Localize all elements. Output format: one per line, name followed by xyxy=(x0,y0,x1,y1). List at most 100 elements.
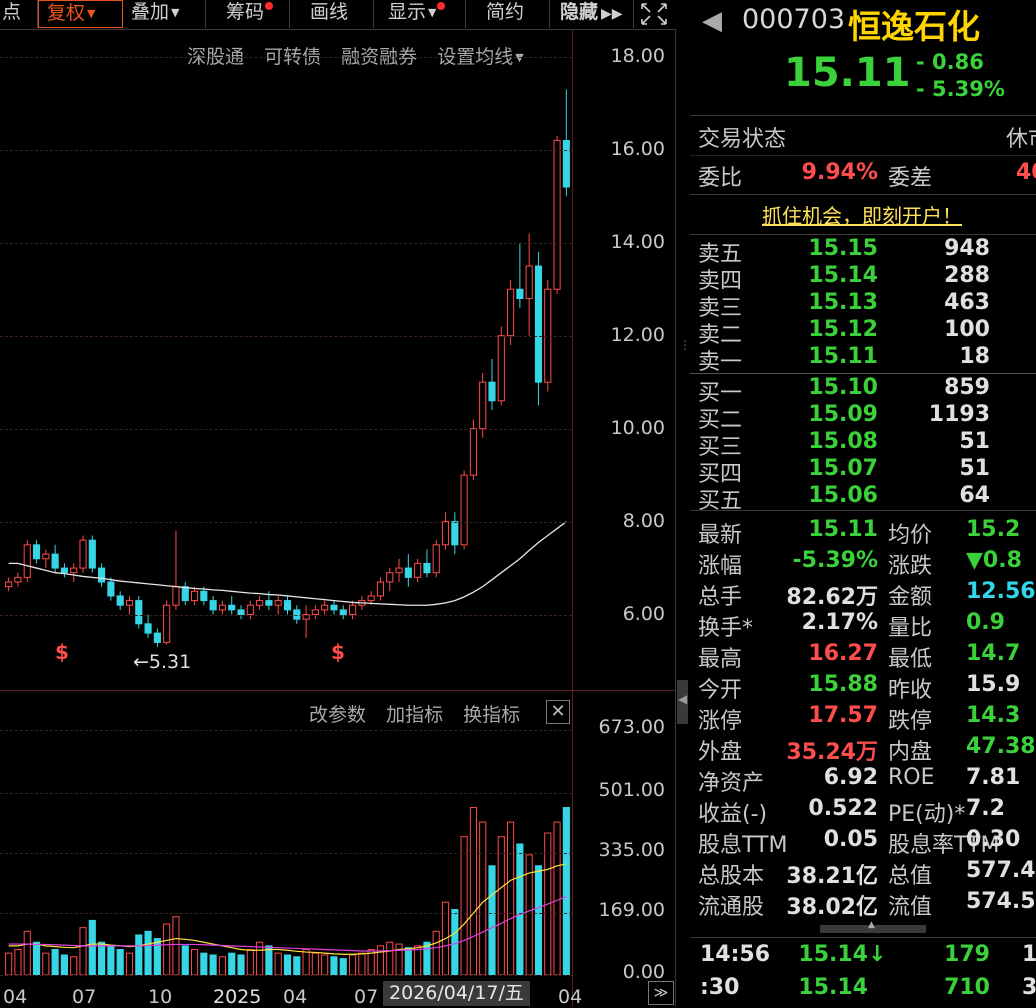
double-arrow-right-icon: ▶▶ xyxy=(601,6,623,22)
caret-down-icon: ▼ xyxy=(171,5,180,19)
stat-value: 35.24万 xyxy=(786,740,878,765)
stat-value: 14.3 xyxy=(966,703,1021,728)
toolbar-item-point[interactable]: 点 xyxy=(0,0,38,28)
candlestick xyxy=(488,358,496,411)
scroll-right-button[interactable]: ≫ xyxy=(648,981,674,1005)
axis-divider xyxy=(572,29,573,1006)
link-change-indicator[interactable]: 换指标 xyxy=(463,704,521,726)
volume-bar xyxy=(172,916,180,975)
candlestick xyxy=(163,600,171,645)
book-price[interactable]: 15.06 xyxy=(808,483,878,508)
candlestick xyxy=(144,614,152,638)
stat-label: 最高 xyxy=(698,647,743,672)
price-axis-label: 18.00 xyxy=(610,44,665,67)
candlestick xyxy=(5,577,13,592)
price-change-pct: - 5.39% xyxy=(916,77,1005,101)
candlestick xyxy=(237,605,245,620)
volume-bar xyxy=(293,956,301,975)
stat-value: 38.21亿 xyxy=(786,864,878,889)
volume-bar xyxy=(190,949,199,975)
candlestick xyxy=(497,326,505,406)
toolbar-item-draw[interactable]: 画线 xyxy=(290,0,374,28)
book-price[interactable]: 15.07 xyxy=(808,456,878,481)
candlestick xyxy=(376,577,385,601)
volume-gridline xyxy=(0,792,572,794)
volume-axis-label: 673.00 xyxy=(598,716,665,738)
scroll-handle[interactable]: ▲ xyxy=(820,920,926,933)
toolbar-item-adjust[interactable]: 复权 ▼ xyxy=(38,0,123,28)
book-level-label: 买四 xyxy=(698,462,743,487)
volume-bar xyxy=(274,952,282,975)
notification-dot-icon xyxy=(437,2,446,10)
toolbar-item-display[interactable]: 显示 ▼ xyxy=(374,0,466,28)
fullscreen-button[interactable] xyxy=(634,0,676,28)
order-ratio-label: 委比 xyxy=(698,166,743,191)
book-price[interactable]: 15.15 xyxy=(808,236,878,261)
volume-gridline xyxy=(0,730,572,731)
link-add-indicator[interactable]: 加指标 xyxy=(386,704,444,726)
close-indicator-button[interactable]: ✕ xyxy=(546,700,570,724)
volume-bar xyxy=(265,945,273,975)
stat-value: 2.17% xyxy=(801,610,878,635)
stat-label: 股息率TTM xyxy=(888,833,1000,858)
toolbar-item-simple[interactable]: 简约 xyxy=(466,0,550,28)
book-price[interactable]: 15.09 xyxy=(808,402,878,427)
volume-gridline xyxy=(0,913,572,915)
stat-label: 量比 xyxy=(888,616,933,641)
volume-bar xyxy=(488,865,496,975)
volume-ma-line xyxy=(8,896,567,952)
book-level-label: 卖一 xyxy=(698,350,743,375)
chart-area[interactable] xyxy=(0,29,676,1006)
stock-code: 000703 xyxy=(742,4,846,35)
toolbar-item-chips[interactable]: 筹码 xyxy=(206,0,290,28)
toolbar-item-overlay[interactable]: 叠加 ▼ xyxy=(123,0,206,28)
chevron-left-icon: ◀ xyxy=(678,692,688,706)
dividend-marker-icon[interactable]: $ xyxy=(55,640,69,664)
stat-value: 82.62万 xyxy=(786,585,878,610)
low-price-marker: ←5.31 xyxy=(133,651,192,673)
book-volume: 1193 xyxy=(928,402,990,427)
toolbar-item-hide[interactable]: 隐藏 ▶▶ xyxy=(550,0,634,28)
volume-bar xyxy=(469,807,477,975)
fullscreen-icon xyxy=(641,3,667,25)
close-icon: ✕ xyxy=(550,701,566,722)
price-axis-label: 10.00 xyxy=(610,416,665,439)
volume-bar xyxy=(228,952,236,975)
book-price[interactable]: 15.14 xyxy=(808,263,878,288)
candlestick xyxy=(181,582,189,606)
dividend-marker-icon[interactable]: $ xyxy=(331,640,345,664)
volume-bar xyxy=(553,821,561,975)
back-arrow-icon[interactable]: ◀ xyxy=(702,6,722,36)
book-price[interactable]: 15.10 xyxy=(808,375,878,400)
stat-label: 涨幅 xyxy=(698,554,743,579)
book-price[interactable]: 15.12 xyxy=(808,317,878,342)
trade-status-value: 休市 xyxy=(1006,127,1036,152)
candlestick xyxy=(190,586,199,606)
volume-axis-label: 169.00 xyxy=(598,899,665,922)
volume-bar xyxy=(507,821,515,975)
stat-label: 涨停 xyxy=(698,709,743,734)
volume-bar xyxy=(125,952,134,975)
drag-grip-icon[interactable]: ⋮ xyxy=(679,338,691,352)
volume-bar xyxy=(302,949,310,975)
volume-bar xyxy=(209,954,217,975)
quote-panel: ◀ 000703 恒逸石化 15.11 - 0.86 - 5.39% 交易状态 … xyxy=(690,0,1036,1006)
tick-price: 15.14 xyxy=(798,975,868,1000)
panel-collapse-handle[interactable]: ◀ xyxy=(677,680,688,724)
book-price[interactable]: 15.13 xyxy=(808,290,878,315)
volume-bar xyxy=(330,956,338,975)
stat-label: 涨跌 xyxy=(888,554,933,579)
volume-bar xyxy=(479,821,487,975)
candlestick xyxy=(116,591,124,610)
tick-volume: 179 xyxy=(944,942,990,967)
candlestick xyxy=(228,595,236,615)
book-price[interactable]: 15.11 xyxy=(808,344,878,369)
toolbar-label: 显示 xyxy=(388,1,427,23)
volume-bar xyxy=(311,952,319,975)
candlestick xyxy=(209,595,217,615)
volume-bar xyxy=(32,941,41,975)
book-price[interactable]: 15.08 xyxy=(808,429,878,454)
candlestick xyxy=(14,572,22,587)
open-account-banner[interactable]: 抓住机会，即刻开户！ xyxy=(762,204,962,228)
link-modify-params[interactable]: 改参数 xyxy=(309,704,367,726)
